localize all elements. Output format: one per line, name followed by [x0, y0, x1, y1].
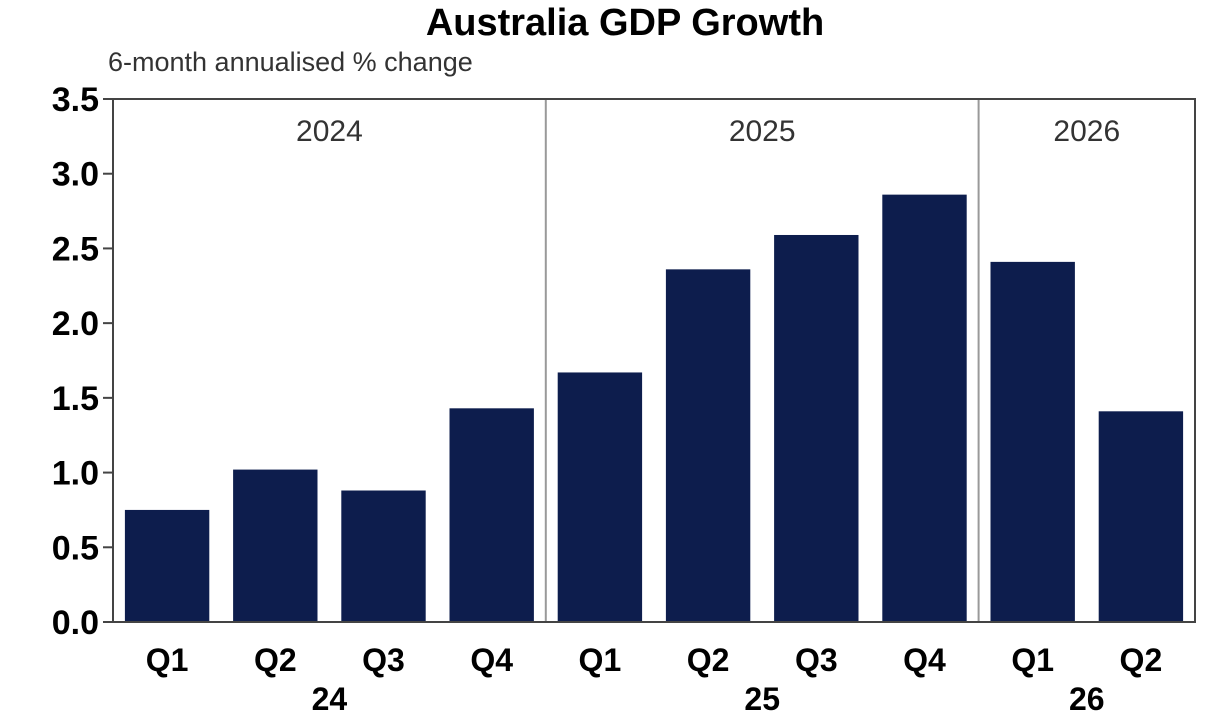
year-group-label: 2025: [729, 115, 796, 148]
year-group-label: 2024: [296, 115, 363, 148]
bar: [1098, 411, 1184, 622]
year-labels: 2024 24 2025 25 2026 26: [296, 115, 1120, 717]
bars: [124, 194, 1184, 623]
x-tick-label: Q1: [1011, 642, 1054, 678]
x-tick-label: Q2: [254, 642, 297, 678]
x-year-label: 25: [744, 681, 780, 717]
year-group-label: 2026: [1053, 115, 1120, 148]
x-tick-label: Q3: [795, 642, 838, 678]
x-tick-label: Q1: [146, 642, 189, 678]
bar: [557, 372, 643, 622]
bar: [774, 234, 859, 623]
y-axis: 0.0 0.5 1.0 1.5 2.0 2.5 3.0 3.5: [52, 81, 113, 642]
x-year-label: 26: [1069, 681, 1105, 717]
chart-title: Australia GDP Growth: [426, 2, 824, 44]
y-tick-label: 0.0: [52, 604, 99, 642]
y-tick-label: 0.5: [52, 529, 99, 567]
x-year-label: 24: [312, 681, 348, 717]
bar: [882, 194, 967, 623]
y-tick-label: 1.5: [52, 380, 99, 418]
bar: [990, 261, 1075, 622]
x-tick-label: Q4: [470, 642, 513, 678]
chart-subtitle: 6-month annualised % change: [108, 47, 473, 77]
y-tick-label: 1.0: [52, 455, 99, 493]
x-tick-label: Q3: [362, 642, 405, 678]
y-tick-label: 2.0: [52, 305, 99, 343]
plot-frame: [112, 98, 1196, 623]
x-tick-label: Q1: [579, 642, 622, 678]
x-tick-label: Q2: [687, 642, 730, 678]
y-tick-label: 3.0: [52, 156, 99, 194]
year-dividers: [544, 99, 980, 622]
bar: [665, 269, 751, 622]
bar: [124, 509, 210, 622]
x-tick-label: Q4: [903, 642, 946, 678]
y-tick-label: 2.5: [52, 230, 99, 268]
x-axis: Q1 Q2 Q3 Q4 Q1 Q2 Q3 Q4 Q1 Q2: [146, 642, 1162, 678]
bar: [449, 408, 534, 622]
y-tick-label: 3.5: [52, 81, 99, 119]
bar: [233, 469, 318, 622]
bar: [341, 490, 426, 622]
x-tick-label: Q2: [1120, 642, 1163, 678]
